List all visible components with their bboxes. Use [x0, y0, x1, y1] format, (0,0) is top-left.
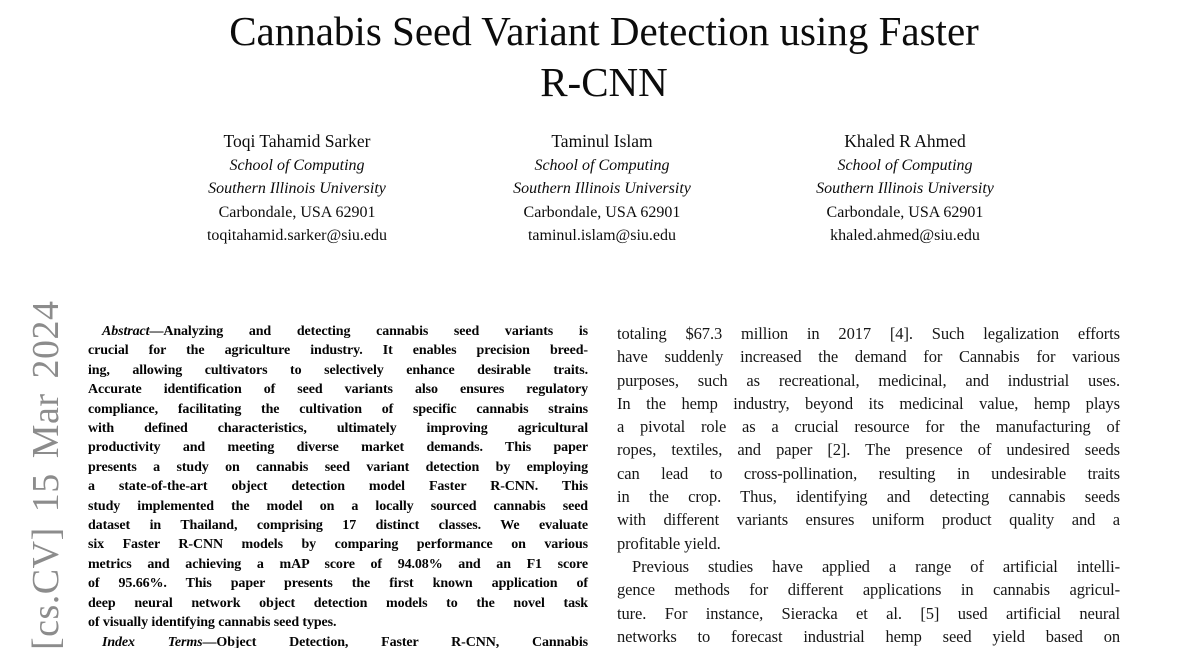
abstract-column: Abstract—Analyzing and detecting cannabi… — [88, 322, 588, 648]
author-location: Carbondale, USA 62901 — [218, 203, 376, 221]
arxiv-stamp: [cs.CV] 15 Mar 2024 — [25, 300, 67, 648]
intro-paragraph-1-last-line: profitable yield. — [617, 533, 721, 553]
index-terms-text: —Object Detection, Faster R-CNN, Cannabi… — [202, 634, 589, 648]
author-university: Southern Illinois University — [208, 180, 386, 197]
author-email: taminul.islam@siu.edu — [527, 227, 677, 244]
author-block-3: Khaled R Ahmed School of Computing South… — [816, 130, 994, 248]
paper-title-line1: Cannabis Seed Variant Detection using Fa… — [229, 8, 979, 54]
intro-paragraph-2: Previous studies have applied a range of… — [617, 556, 1120, 646]
author-university: Southern Illinois University — [816, 180, 994, 197]
author-email: khaled.ahmed@siu.edu — [830, 227, 980, 244]
intro-paragraph-1: totaling $67.3 million in 2017 [4]. Such… — [617, 324, 1120, 530]
author-name: Khaled R Ahmed — [844, 131, 966, 151]
author-block-2: Taminul Islam School of Computing Southe… — [513, 130, 691, 248]
author-location: Carbondale, USA 62901 — [523, 203, 681, 221]
abstract-paragraph: Abstract—Analyzing and detecting cannabi… — [88, 322, 588, 613]
author-name: Toqi Tahamid Sarker — [223, 131, 371, 151]
paper-title-line2: R-CNN — [540, 59, 668, 105]
author-location: Carbondale, USA 62901 — [826, 203, 984, 221]
author-university: Southern Illinois University — [513, 180, 691, 197]
author-department: School of Computing — [837, 156, 973, 174]
body-columns: Abstract—Analyzing and detecting cannabi… — [88, 322, 1120, 648]
author-department: School of Computing — [229, 156, 365, 174]
index-terms-line: Index Terms—Object Detection, Faster R-C… — [88, 633, 588, 648]
author-email: toqitahamid.sarker@siu.edu — [206, 227, 388, 244]
abstract-text: —Analyzing and detecting cannabis seed v… — [88, 324, 588, 611]
author-name: Taminul Islam — [551, 131, 653, 151]
abstract-last-line: of visually identifying cannabis seed ty… — [88, 615, 337, 631]
author-block-1: Toqi Tahamid Sarker School of Computing … — [207, 130, 387, 248]
abstract-label: Abstract — [102, 324, 150, 339]
index-terms-label: Index Terms — [102, 634, 203, 648]
paper-title: Cannabis Seed Variant Detection using Fa… — [88, 6, 1120, 108]
author-department: School of Computing — [534, 156, 670, 174]
introduction-column: totaling $67.3 million in 2017 [4]. Such… — [617, 322, 1120, 648]
